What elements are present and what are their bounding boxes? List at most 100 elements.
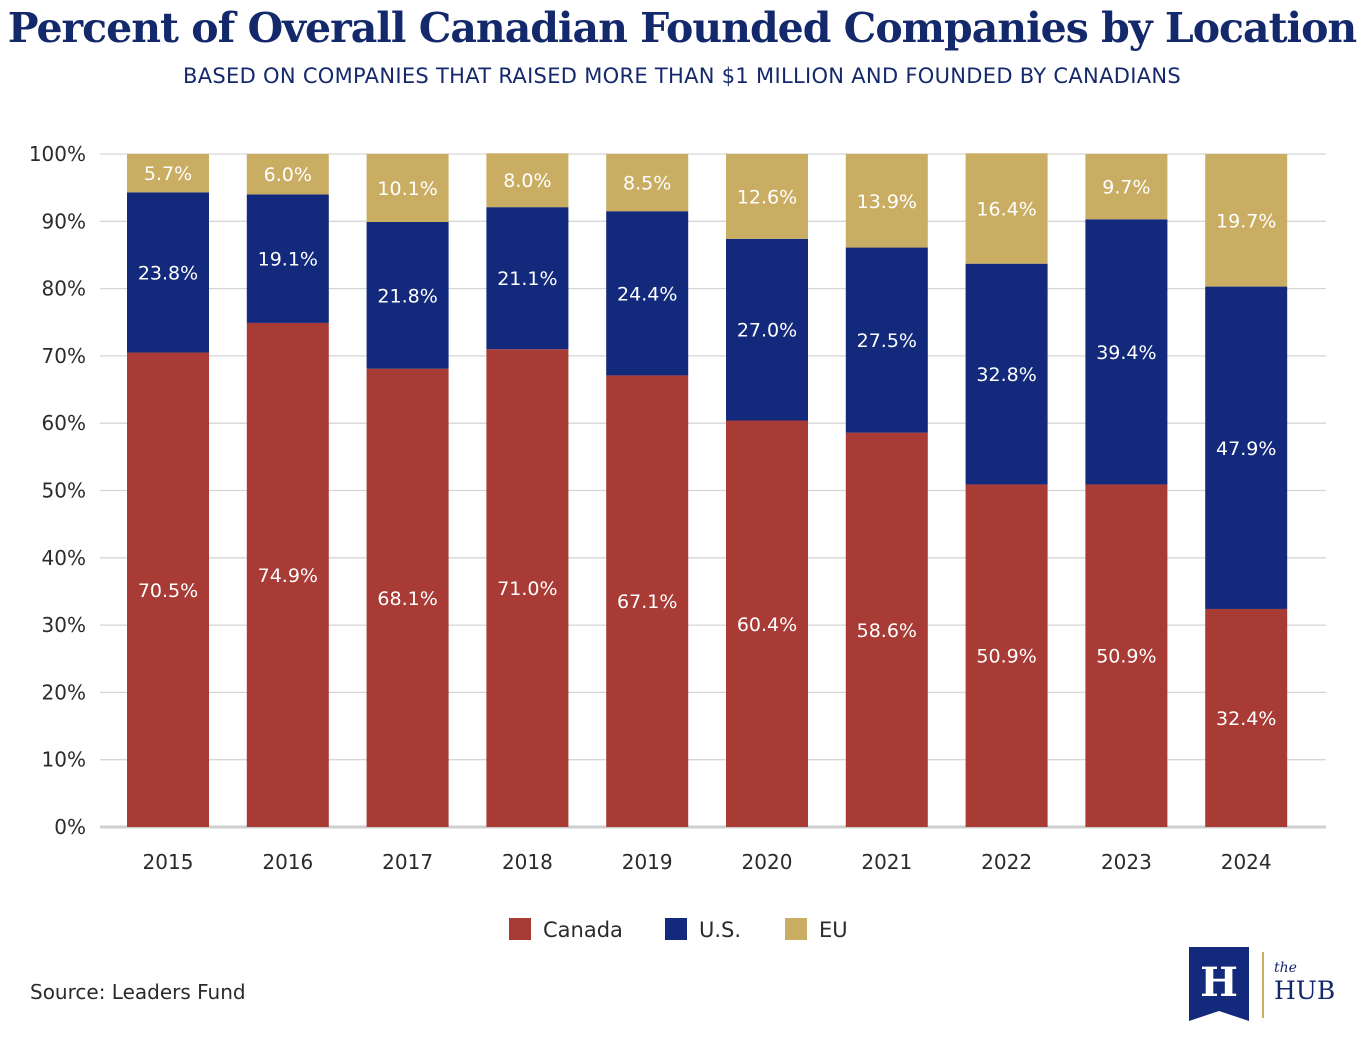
legend-label: EU (819, 918, 848, 942)
bar-segment (845, 247, 928, 433)
bar-segment (726, 238, 808, 421)
bar-segment (246, 194, 329, 323)
data-label: 50.9% (976, 646, 1036, 668)
x-tick-label: 2017 (382, 850, 433, 874)
bar-segment (1205, 154, 1288, 287)
x-tick-label: 2015 (143, 850, 194, 874)
bar-segment (246, 154, 329, 195)
data-label: 39.4% (1096, 342, 1156, 364)
data-label: 8.0% (503, 170, 551, 192)
x-tick-label: 2016 (262, 850, 313, 874)
bar-segment (1205, 608, 1288, 827)
bar-segment (366, 154, 449, 222)
data-label: 12.6% (737, 186, 797, 208)
bar-segment (486, 207, 569, 350)
data-label: 71.0% (497, 578, 557, 600)
bar-segment (726, 154, 808, 239)
data-label: 8.5% (623, 173, 671, 195)
data-label: 19.1% (258, 249, 318, 271)
y-tick-label: 40% (42, 546, 86, 570)
data-label: 27.5% (857, 330, 917, 352)
legend-swatch (785, 918, 807, 940)
data-label: 16.4% (976, 199, 1036, 221)
y-tick-label: 100% (29, 142, 86, 166)
bar-segment (606, 154, 689, 212)
y-tick-label: 10% (42, 748, 86, 772)
y-tick-label: 0% (54, 815, 86, 839)
bars (127, 153, 1288, 827)
data-label: 70.5% (138, 580, 198, 602)
y-tick-label: 60% (42, 411, 86, 435)
bar-segment (606, 211, 689, 376)
data-label: 5.7% (144, 163, 192, 185)
data-label: 58.6% (857, 620, 917, 642)
chart-subtitle: BASED ON COMPANIES THAT RAISED MORE THAN… (183, 64, 1181, 88)
data-label: 47.9% (1216, 438, 1276, 460)
bar-segment (965, 153, 1048, 264)
logo-the-text: the (1274, 960, 1297, 976)
x-tick-label: 2023 (1101, 850, 1152, 874)
y-tick-label: 80% (42, 277, 86, 301)
bar-segment (606, 375, 689, 827)
data-label: 32.4% (1216, 708, 1276, 730)
x-tick-label: 2020 (742, 850, 793, 874)
data-label: 24.4% (617, 283, 677, 305)
bar-segment (1085, 484, 1168, 827)
y-tick-label: 30% (42, 613, 86, 637)
x-tick-label: 2022 (981, 850, 1032, 874)
y-tick-label: 90% (42, 209, 86, 233)
bar-segment (965, 263, 1048, 485)
legend: Canada U.S. EU (509, 918, 848, 942)
bar-segment (127, 154, 209, 193)
data-labels: 70.5% 23.8% 5.7% 74.9% 19.1% 6.0% 68.1% 21.8% 10… (138, 163, 1277, 730)
data-label: 32.8% (976, 364, 1036, 386)
data-label: 23.8% (138, 262, 198, 284)
data-label: 13.9% (857, 191, 917, 213)
logo-mark: H (1200, 959, 1238, 1006)
bar-segment (1085, 154, 1168, 220)
y-tick-label: 20% (42, 680, 86, 704)
legend-label: U.S. (699, 918, 741, 942)
bar-segment (486, 153, 569, 208)
data-label: 27.0% (737, 320, 797, 342)
bar-segment (845, 432, 928, 827)
data-label: 50.9% (1096, 646, 1156, 668)
data-label: 60.4% (737, 614, 797, 636)
bar-segment (486, 349, 569, 827)
bar-segment (366, 221, 449, 369)
logo-hub-text: HUB (1274, 976, 1336, 1005)
legend-label: Canada (543, 918, 623, 942)
data-label: 21.8% (377, 285, 437, 307)
x-tick-label: 2021 (861, 850, 912, 874)
y-axis: 0% 10% 20% 30% 40% 50% 60% 70% 80% 90% 100% (29, 142, 86, 839)
data-label: 67.1% (617, 591, 677, 613)
bar-segment (366, 368, 449, 827)
x-tick-label: 2018 (502, 850, 553, 874)
source-note: Source: Leaders Fund (30, 980, 246, 1004)
y-tick-label: 70% (42, 344, 86, 368)
x-tick-label: 2019 (622, 850, 673, 874)
data-label: 9.7% (1102, 177, 1150, 199)
data-label: 68.1% (377, 588, 437, 610)
shield-logo-icon: H (1189, 947, 1249, 1021)
legend-swatch (665, 918, 687, 940)
data-label: 19.7% (1216, 210, 1276, 232)
legend-swatch (509, 918, 531, 940)
data-label: 10.1% (377, 178, 437, 200)
x-tick-label: 2024 (1221, 850, 1272, 874)
bar-segment (965, 484, 1048, 827)
data-label: 74.9% (258, 565, 318, 587)
chart-title: Percent of Overall Canadian Founded Comp… (7, 4, 1358, 52)
bar-segment (1205, 286, 1288, 609)
bar-segment (1085, 219, 1168, 485)
y-tick-label: 50% (42, 479, 86, 503)
bar-segment (845, 154, 928, 248)
stacked-bar-chart: 0% 10% 20% 30% 40% 50% 60% 70% 80% 90% 100% 70.5% 2… (29, 142, 1326, 942)
data-label: 6.0% (264, 164, 312, 186)
bar-segment (726, 420, 808, 827)
bar-segment (127, 352, 209, 827)
logo-divider (1262, 952, 1264, 1018)
x-axis: 2015 2016 2017 2018 2019 2020 2021 2022 2023 2024 (143, 850, 1272, 874)
bar-segment (246, 322, 329, 827)
data-label: 21.1% (497, 268, 557, 290)
